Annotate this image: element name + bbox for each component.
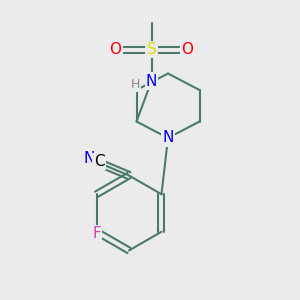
Text: H: H (130, 77, 140, 91)
Text: N: N (83, 151, 95, 166)
Text: O: O (182, 42, 194, 57)
Text: N: N (162, 130, 174, 146)
Text: O: O (110, 42, 122, 57)
Text: S: S (147, 42, 156, 57)
Text: F: F (92, 226, 101, 241)
Text: N: N (146, 74, 157, 88)
Text: C: C (94, 154, 104, 169)
